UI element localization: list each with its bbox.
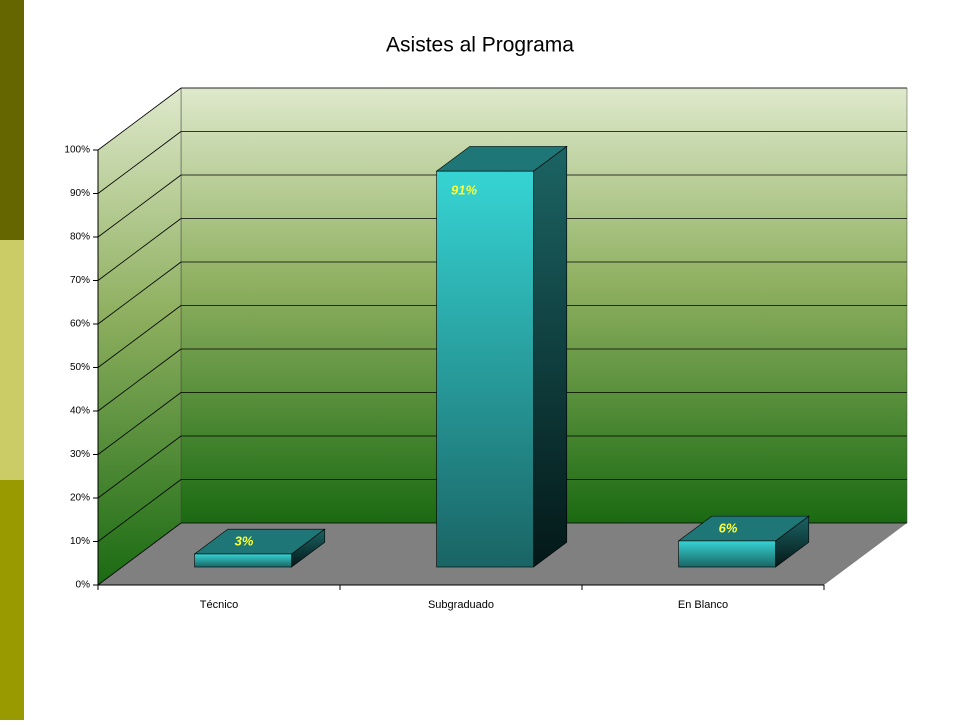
y-tick-label: 0% <box>76 580 91 591</box>
bar <box>678 540 776 568</box>
grid-line <box>97 174 182 238</box>
data-label: 3% <box>235 533 254 548</box>
grid-line <box>97 261 182 325</box>
side-strip <box>0 240 24 480</box>
x-tick-label: En Blanco <box>678 599 728 611</box>
grid-line <box>97 131 182 194</box>
chart-title: Asistes al Programa <box>386 34 574 57</box>
grid-line <box>97 522 182 586</box>
data-label: 91% <box>451 183 477 198</box>
y-tick-label: 100% <box>64 145 90 156</box>
y-tick-label: 20% <box>70 493 90 504</box>
x-tick-label: Subgraduado <box>428 599 494 611</box>
grid-line <box>97 435 182 499</box>
y-tick-label: 30% <box>70 449 90 460</box>
data-label: 6% <box>719 520 738 535</box>
y-tick-label: 70% <box>70 275 90 286</box>
y-tick-label: 60% <box>70 319 90 330</box>
grid-line <box>97 392 182 455</box>
grid-line <box>97 218 182 281</box>
y-tick-label: 80% <box>70 232 90 243</box>
bar <box>194 553 292 568</box>
y-tick-label: 90% <box>70 188 90 199</box>
x-tick-label: Técnico <box>200 599 239 611</box>
bar-side <box>533 145 568 568</box>
bar <box>436 170 534 568</box>
y-tick-label: 40% <box>70 406 90 417</box>
side-strip <box>0 480 24 720</box>
side-strip <box>0 0 24 240</box>
y-tick-label: 50% <box>70 362 90 373</box>
y-tick-label: 10% <box>70 536 90 547</box>
grid-line <box>97 305 182 368</box>
grid-line <box>97 479 182 542</box>
grid-line <box>97 87 182 151</box>
grid-line <box>97 348 182 412</box>
